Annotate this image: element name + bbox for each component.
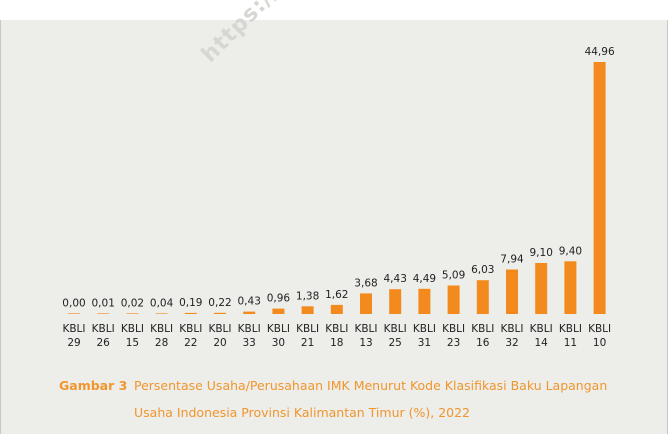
category-label: KBLI 10 [588, 323, 611, 349]
value-label: 0,04 [150, 297, 174, 309]
value-label: 3,68 [354, 277, 377, 289]
bar-kbli-33 [243, 311, 256, 314]
value-label: 0,00 [62, 297, 85, 309]
value-label: 0,19 [179, 297, 202, 309]
value-label: 1,62 [325, 289, 348, 301]
bar-kbli-11 [564, 261, 577, 314]
value-label: 0,96 [267, 293, 291, 305]
value-label: 1,38 [296, 290, 319, 302]
bar-kbli-28 [155, 313, 168, 314]
value-label: 7,94 [500, 254, 524, 266]
bars-group [68, 62, 606, 314]
category-label: KBLI 15 [121, 323, 144, 349]
category-label: KBLI 11 [559, 323, 582, 349]
caption-text-line1: Persentase Usaha/Perusahaan IMK Menurut … [134, 378, 608, 393]
category-label: KBLI 25 [384, 323, 407, 349]
bar-kbli-18 [330, 304, 343, 314]
bar-kbli-30 [272, 308, 285, 314]
value-label: 0,22 [208, 297, 231, 309]
category-label: KBLI 30 [267, 323, 290, 349]
value-label: 9,40 [559, 245, 582, 257]
bar-kbli-31 [418, 288, 431, 314]
category-label: KBLI 31 [413, 323, 436, 349]
category-label: KBLI 29 [62, 323, 85, 349]
bar-kbli-16 [476, 280, 489, 314]
bar-kbli-14 [535, 263, 548, 314]
value-label: 0,43 [238, 296, 261, 308]
bar-kbli-25 [389, 289, 402, 314]
value-label: 6,03 [471, 264, 494, 276]
value-label: 0,01 [92, 297, 115, 309]
caption-label: Gambar 3 [59, 378, 128, 393]
category-label: KBLI 16 [471, 323, 494, 349]
value-label: 4,49 [413, 273, 436, 285]
category-label: KBLI 13 [354, 323, 377, 349]
caption-text-line2: Usaha Indonesia Provinsi Kalimantan Timu… [134, 405, 471, 420]
value-label: 9,10 [530, 247, 553, 259]
category-label: KBLI 20 [208, 323, 231, 349]
bar-kbli-22 [184, 312, 197, 314]
bar-kbli-10 [593, 62, 606, 314]
bar-kbli-15 [126, 313, 139, 314]
value-label: 44,96 [585, 46, 615, 58]
category-label: KBLI 21 [296, 323, 319, 349]
value-label: 0,02 [121, 297, 144, 309]
value-label: 5,09 [442, 270, 465, 282]
category-label: KBLI 14 [530, 323, 553, 349]
bar-kbli-29 [68, 313, 80, 314]
bar-chart: 0,00 0,01 0,02 0,04 0,19 0,22 0,43 0,96 1,38 1,62… [62, 46, 615, 349]
category-label: KBLI 33 [238, 323, 261, 349]
value-label: 4,43 [384, 273, 407, 285]
category-label: KBLI 28 [150, 323, 173, 349]
category-label: KBLI 22 [179, 323, 202, 349]
category-label: KBLI 32 [500, 323, 523, 349]
bar-kbli-26 [97, 313, 110, 314]
bar-kbli-23 [447, 285, 460, 314]
figure-caption: Gambar 3 Persentase Usaha/Perusahaan IMK … [59, 372, 659, 426]
category-label: KBLI 26 [92, 323, 115, 349]
bar-kbli-21 [301, 306, 314, 314]
value-labels-group: 0,00 0,01 0,02 0,04 0,19 0,22 0,43 0,96 1,38 1,62… [62, 46, 615, 309]
bar-kbli-32 [506, 269, 518, 314]
category-labels-group: KBLI 29 KBLI 26 KBLI 15 KBLI 28 KBLI 22 KBLI 20 KBLI… [62, 323, 611, 349]
bar-kbli-20 [214, 312, 226, 314]
category-label: KBLI 23 [442, 323, 465, 349]
bar-kbli-13 [360, 293, 372, 314]
category-label: KBLI 18 [325, 323, 348, 349]
